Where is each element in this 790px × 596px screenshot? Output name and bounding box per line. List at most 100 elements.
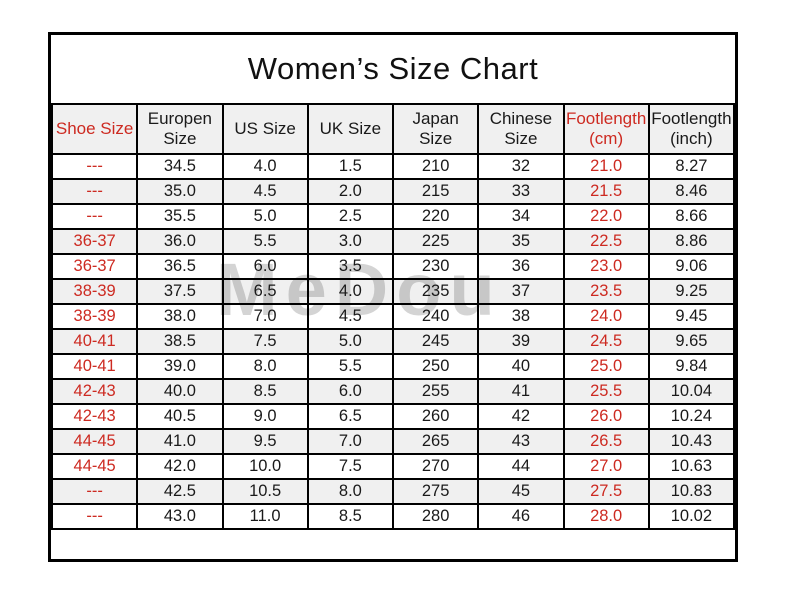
table-cell-shoe-size: ---	[50, 503, 139, 530]
table-cell-footlength-inch: 10.83	[647, 478, 736, 505]
table-cell-uk-size: 7.0	[306, 428, 395, 455]
table-cell-europen-size: 36.5	[136, 253, 224, 280]
table-cell-us-size: 11.0	[221, 503, 309, 530]
table-cell-shoe-size: ---	[50, 153, 139, 180]
table-cell-chinese-size: 34	[477, 203, 565, 230]
table-cell-uk-size: 8.5	[306, 503, 395, 530]
table-cell-europen-size: 35.5	[136, 203, 224, 230]
table-cell-us-size: 8.0	[221, 353, 309, 380]
header-label-line: Size	[419, 129, 453, 148]
table-row: 40-41 39.0 8.0 5.5 250 40 25.0 9.84	[50, 353, 736, 380]
column-header-japan-size: Japan Size	[391, 103, 480, 155]
table-cell-uk-size: 3.0	[306, 228, 395, 255]
table-cell-uk-size: 4.5	[306, 303, 395, 330]
table-cell-europen-size: 36.0	[136, 228, 224, 255]
table-cell-chinese-size: 35	[477, 228, 565, 255]
table-cell-japan-size: 265	[391, 428, 480, 455]
table-cell-footlength-cm: 22.5	[562, 228, 650, 255]
table-cell-chinese-size: 32	[477, 153, 565, 180]
table-cell-footlength-cm: 28.0	[562, 503, 650, 530]
table-cell-japan-size: 270	[391, 453, 480, 480]
table-cell-chinese-size: 41	[477, 378, 565, 405]
table-cell-footlength-inch: 10.04	[647, 378, 736, 405]
table-cell-footlength-inch: 8.86	[647, 228, 736, 255]
header-label-line: (inch)	[670, 129, 713, 148]
table-cell-footlength-cm: 26.5	[562, 428, 650, 455]
table-cell-uk-size: 1.5	[306, 153, 395, 180]
table-cell-shoe-size: 42-43	[50, 403, 139, 430]
page-title: Women’s Size Chart	[247, 51, 539, 86]
table-cell-europen-size: 40.0	[136, 378, 224, 405]
table-cell-japan-size: 280	[391, 503, 480, 530]
table-cell-uk-size: 5.5	[306, 353, 395, 380]
table-row: 38-39 37.5 6.5 4.0 235 37 23.5 9.25	[50, 278, 736, 305]
table-row: 36-37 36.0 5.5 3.0 225 35 22.5 8.86	[50, 228, 736, 255]
table-cell-uk-size: 2.0	[306, 178, 395, 205]
table-cell-footlength-inch: 10.63	[647, 453, 736, 480]
table-cell-japan-size: 235	[391, 278, 480, 305]
table-cell-us-size: 7.0	[221, 303, 309, 330]
table-cell-europen-size: 34.5	[136, 153, 224, 180]
table-cell-japan-size: 220	[391, 203, 480, 230]
table-cell-us-size: 10.0	[221, 453, 309, 480]
table-cell-us-size: 4.0	[221, 153, 309, 180]
table-cell-shoe-size: 40-41	[50, 328, 139, 355]
table-cell-chinese-size: 39	[477, 328, 565, 355]
table-cell-footlength-inch: 8.46	[647, 178, 736, 205]
table-cell-uk-size: 5.0	[306, 328, 395, 355]
table-cell-chinese-size: 44	[477, 453, 565, 480]
column-header-europen-size: Europen Size	[136, 103, 224, 155]
table-cell-japan-size: 260	[391, 403, 480, 430]
table-row: --- 42.5 10.5 8.0 275 45 27.5 10.83	[50, 478, 736, 505]
table-cell-europen-size: 41.0	[136, 428, 224, 455]
table-cell-japan-size: 215	[391, 178, 480, 205]
table-cell-footlength-cm: 23.0	[562, 253, 650, 280]
table-cell-japan-size: 240	[391, 303, 480, 330]
table-cell-europen-size: 42.5	[136, 478, 224, 505]
table-cell-uk-size: 2.5	[306, 203, 395, 230]
table-row: --- 43.0 11.0 8.5 280 46 28.0 10.02	[50, 503, 736, 530]
table-cell-chinese-size: 33	[477, 178, 565, 205]
table-cell-shoe-size: ---	[50, 478, 139, 505]
table-cell-footlength-inch: 9.25	[647, 278, 736, 305]
table-cell-us-size: 4.5	[221, 178, 309, 205]
table-cell-us-size: 10.5	[221, 478, 309, 505]
table-cell-japan-size: 250	[391, 353, 480, 380]
table-cell-shoe-size: ---	[50, 203, 139, 230]
table-cell-footlength-inch: 9.06	[647, 253, 736, 280]
table-cell-shoe-size: 42-43	[50, 378, 139, 405]
table-cell-footlength-cm: 27.0	[562, 453, 650, 480]
table-cell-chinese-size: 46	[477, 503, 565, 530]
table-cell-footlength-inch: 8.27	[647, 153, 736, 180]
table-cell-europen-size: 38.5	[136, 328, 224, 355]
table-cell-footlength-cm: 25.0	[562, 353, 650, 380]
table-cell-japan-size: 230	[391, 253, 480, 280]
table-cell-shoe-size: 44-45	[50, 453, 139, 480]
table-cell-footlength-inch: 9.65	[647, 328, 736, 355]
column-header-chinese-size: Chinese Size	[477, 103, 565, 155]
table-cell-japan-size: 255	[391, 378, 480, 405]
table-cell-footlength-cm: 26.0	[562, 403, 650, 430]
table-header: Shoe Size Europen Size US Size UK Size Japan S…	[50, 103, 736, 155]
table-cell-japan-size: 275	[391, 478, 480, 505]
table-cell-us-size: 6.0	[221, 253, 309, 280]
table-cell-shoe-size: 36-37	[50, 228, 139, 255]
table-cell-us-size: 9.0	[221, 403, 309, 430]
table-cell-japan-size: 225	[391, 228, 480, 255]
table-cell-europen-size: 43.0	[136, 503, 224, 530]
table-cell-chinese-size: 45	[477, 478, 565, 505]
header-row: Shoe Size Europen Size US Size UK Size Japan S…	[50, 103, 736, 155]
table-cell-uk-size: 8.0	[306, 478, 395, 505]
table-body: --- 34.5 4.0 1.5 210 32 21.0 8.27 --- 35.0 4.5 2.0 2…	[50, 153, 736, 530]
table-cell-shoe-size: 36-37	[50, 253, 139, 280]
header-label-line: Footlength	[565, 108, 647, 128]
table-cell-footlength-cm: 21.0	[562, 153, 650, 180]
table-cell-us-size: 6.5	[221, 278, 309, 305]
table-row: 44-45 41.0 9.5 7.0 265 43 26.5 10.43	[50, 428, 736, 455]
column-header-us-size: US Size	[221, 103, 309, 155]
table-cell-chinese-size: 43	[477, 428, 565, 455]
table-cell-footlength-cm: 27.5	[562, 478, 650, 505]
table-cell-japan-size: 245	[391, 328, 480, 355]
table-cell-us-size: 9.5	[221, 428, 309, 455]
